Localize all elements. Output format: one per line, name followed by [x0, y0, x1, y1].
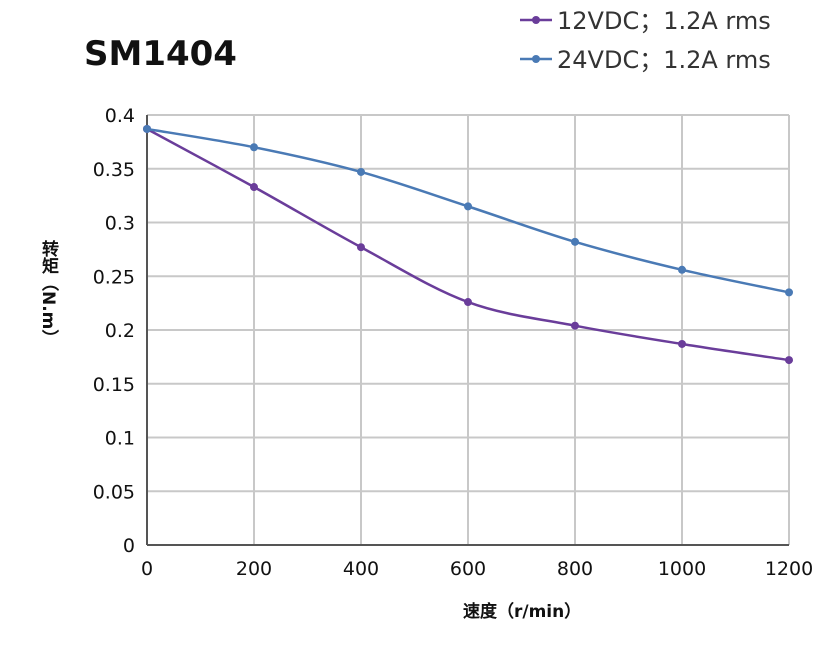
data-point: [785, 288, 793, 297]
data-point: [464, 202, 472, 211]
data-point: [571, 321, 579, 330]
y-tick-label: 0: [123, 535, 135, 557]
y-tick-label: 0.15: [93, 374, 135, 396]
data-point: [250, 143, 258, 152]
data-point: [678, 339, 686, 348]
y-tick-label: 0.35: [93, 159, 135, 181]
data-point: [357, 167, 365, 176]
legend-label: 24VDC；1.2A rms: [557, 46, 771, 74]
x-axis-label: 速度（r/min）: [463, 602, 582, 622]
y-tick-label: 0.25: [93, 266, 135, 288]
x-tick-label: 600: [450, 558, 486, 580]
legend-marker: [532, 55, 540, 63]
data-point: [464, 298, 472, 307]
x-tick-label: 200: [236, 558, 272, 580]
y-tick-label: 0.2: [105, 320, 135, 342]
chart-title: SM1404: [84, 34, 237, 74]
x-tick-label: 1000: [658, 558, 706, 580]
x-tick-label: 800: [557, 558, 593, 580]
y-tick-label: 0.05: [93, 481, 135, 503]
y-tick-label: 0.3: [105, 213, 135, 235]
x-tick-label: 400: [343, 558, 379, 580]
data-point: [785, 356, 793, 365]
legend-label: 12VDC；1.2A rms: [557, 7, 771, 35]
data-point: [571, 237, 579, 246]
data-point: [250, 183, 258, 192]
y-tick-label: 0.1: [105, 428, 135, 450]
legend-marker: [532, 16, 540, 24]
y-axis-label: 转矩（N.m）: [38, 240, 58, 347]
data-point: [143, 124, 151, 133]
x-tick-label: 1200: [765, 558, 813, 580]
data-point: [678, 265, 686, 274]
data-point: [357, 243, 365, 252]
y-tick-label: 0.4: [105, 105, 135, 127]
x-tick-label: 0: [141, 558, 153, 580]
